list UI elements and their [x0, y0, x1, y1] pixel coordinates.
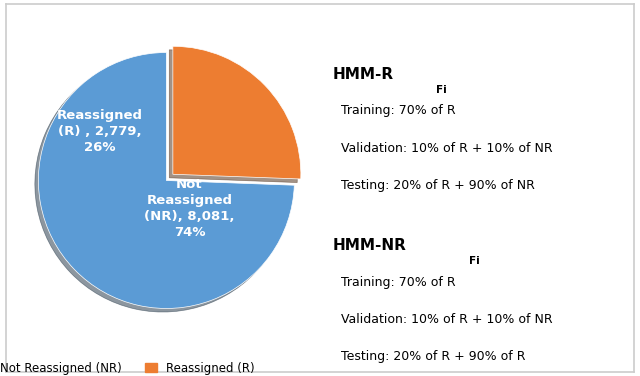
Text: Reassigned
(R) , 2,779,
26%: Reassigned (R) , 2,779, 26% [57, 109, 143, 154]
Text: Fi: Fi [469, 256, 480, 266]
Legend: Not Reassigned (NR), Reassigned (R): Not Reassigned (NR), Reassigned (R) [0, 357, 260, 376]
Wedge shape [173, 46, 301, 179]
Text: Validation: 10% of R + 10% of NR: Validation: 10% of R + 10% of NR [333, 313, 552, 326]
Text: Testing: 20% of R + 90% of NR: Testing: 20% of R + 90% of NR [333, 179, 534, 192]
Text: Fi: Fi [436, 85, 447, 95]
Text: Not
Reassigned
(NR), 8,081,
74%: Not Reassigned (NR), 8,081, 74% [144, 178, 235, 239]
Text: Validation: 10% of R + 10% of NR: Validation: 10% of R + 10% of NR [333, 142, 552, 155]
Text: HMM-NR: HMM-NR [333, 238, 406, 253]
Text: Training: 70% of R: Training: 70% of R [333, 276, 455, 288]
Text: Testing: 20% of R + 90% of R: Testing: 20% of R + 90% of R [333, 350, 525, 363]
Text: HMM-R: HMM-R [333, 67, 394, 82]
Text: Training: 70% of R: Training: 70% of R [333, 105, 455, 117]
Wedge shape [38, 53, 294, 308]
